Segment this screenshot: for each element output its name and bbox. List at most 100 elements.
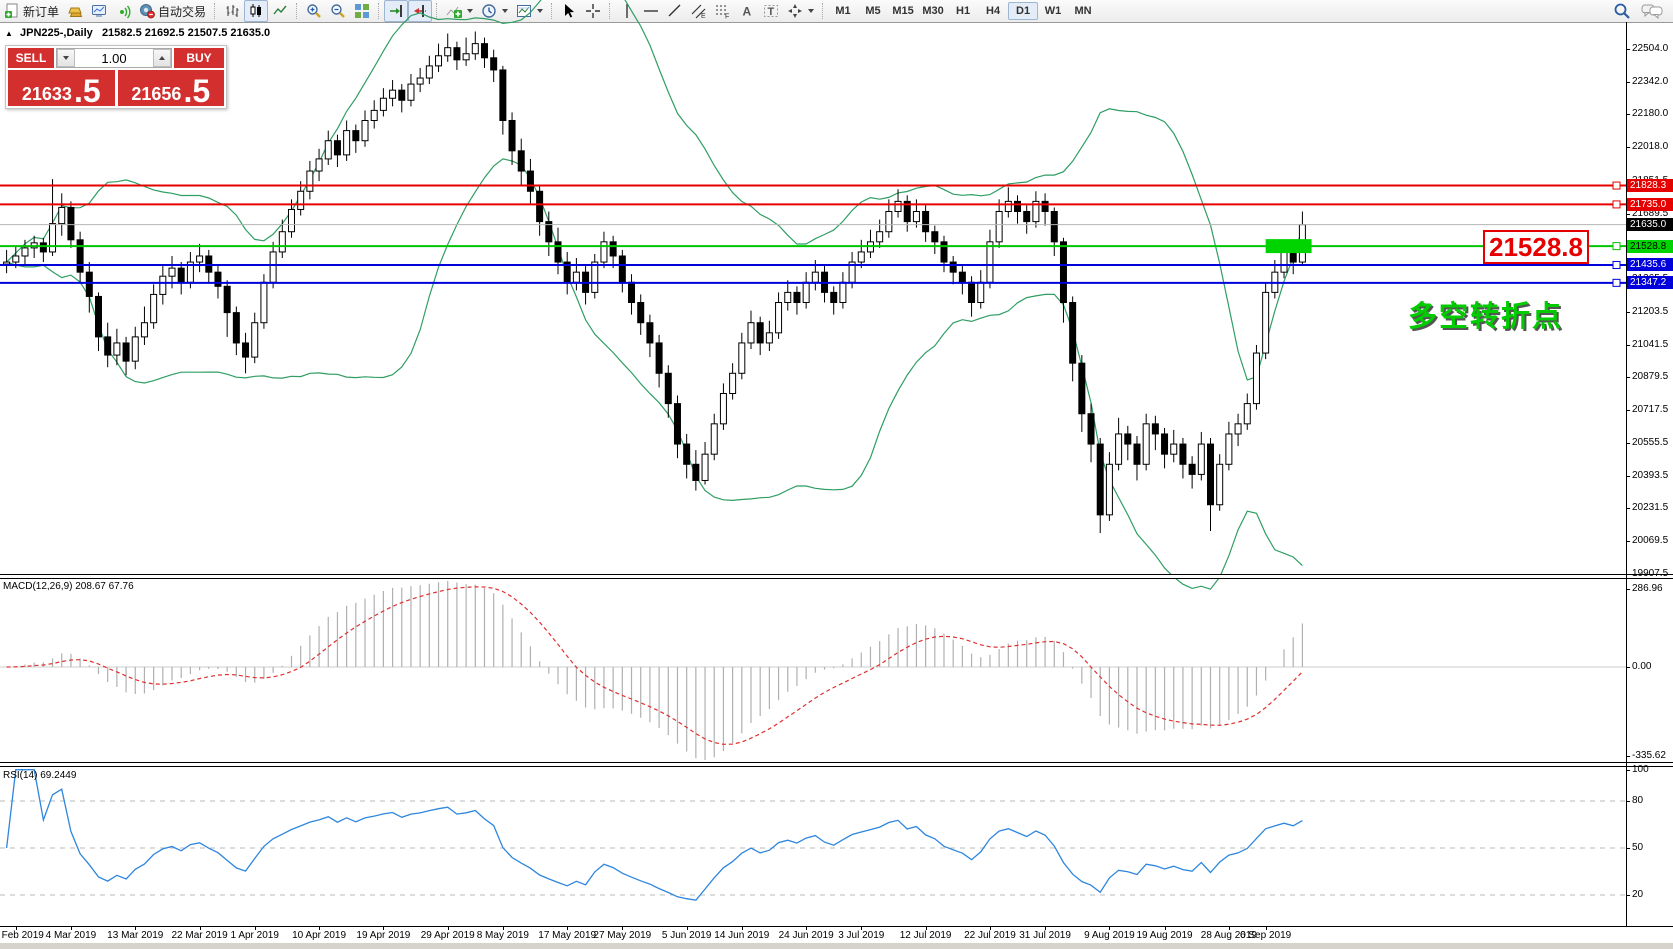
timeframe-m1[interactable]: M1 xyxy=(835,5,851,17)
volume-increase-button[interactable] xyxy=(153,49,171,67)
auto-scroll-button[interactable] xyxy=(384,0,409,22)
bar-chart-button[interactable] xyxy=(220,0,244,22)
candle-body xyxy=(343,130,351,156)
signals-button[interactable] xyxy=(111,0,135,22)
buy-button[interactable]: BUY xyxy=(174,48,224,68)
date-axis-tick xyxy=(806,926,808,930)
templates-button[interactable] xyxy=(512,0,547,22)
level-drag-handle[interactable] xyxy=(1612,278,1621,287)
volume-decrease-button[interactable] xyxy=(57,49,75,67)
candle-body xyxy=(104,336,112,356)
sell-price-display[interactable]: 21633 .5 xyxy=(8,70,115,107)
date-axis-label: 27 May 2019 xyxy=(593,930,652,941)
timeframe-h1[interactable]: H1 xyxy=(956,5,971,17)
candle-body xyxy=(315,158,323,172)
candle-body xyxy=(591,261,599,293)
candle-body xyxy=(177,267,185,283)
timeframe-h4[interactable]: H4 xyxy=(986,5,1001,17)
price-level-badge: 21528.8 xyxy=(1627,239,1673,253)
price-callout-box[interactable]: 21528.8 xyxy=(1483,230,1589,264)
cursor-button[interactable] xyxy=(557,0,581,22)
panel-separator-rsi[interactable] xyxy=(0,762,1673,767)
line-chart-button[interactable] xyxy=(268,0,292,22)
indicators-button[interactable] xyxy=(442,0,477,22)
arrows-button[interactable] xyxy=(783,0,818,22)
periods-button[interactable] xyxy=(477,0,512,22)
timeframe-w1[interactable]: W1 xyxy=(1044,5,1062,17)
timeframe-m30[interactable]: M30 xyxy=(922,5,944,17)
price-axis-tick xyxy=(1626,508,1630,510)
volume-input[interactable]: 1.00 xyxy=(101,50,127,66)
candle-body xyxy=(370,109,378,121)
candle-body xyxy=(977,281,985,303)
level-drag-handle[interactable] xyxy=(1612,260,1621,269)
date-axis-tick xyxy=(622,926,624,930)
volume-stepper: 1.00 xyxy=(56,48,172,68)
price-axis-tick-label: 22018.0 xyxy=(1632,141,1669,153)
vertical-line-button[interactable] xyxy=(615,0,639,22)
terminal-button[interactable] xyxy=(87,0,111,22)
candle-body xyxy=(1234,423,1242,435)
new-order-button[interactable]: 新订单 xyxy=(0,0,63,22)
date-axis-tick xyxy=(15,926,17,930)
price-axis-tick xyxy=(1626,81,1630,83)
crosshair-icon xyxy=(586,4,601,18)
candle-body xyxy=(609,241,617,257)
date-axis-tick xyxy=(686,926,688,930)
price-axis-tick-label: 22342.0 xyxy=(1632,75,1669,87)
text-button[interactable]: A xyxy=(735,0,759,22)
buy-price-display[interactable]: 21656 .5 xyxy=(117,70,224,107)
chat-icon[interactable] xyxy=(1641,2,1663,20)
candle-body xyxy=(287,208,295,233)
autotrading-label: 自动交易 xyxy=(158,4,207,19)
tile-windows-button[interactable] xyxy=(350,0,374,22)
equidistant-channel-button[interactable]: E xyxy=(687,0,711,22)
level-drag-handle[interactable] xyxy=(1612,242,1621,251)
crosshair-button[interactable] xyxy=(581,0,605,22)
horizontal-line-button[interactable] xyxy=(639,0,663,22)
zoom-in-button[interactable] xyxy=(302,0,326,22)
text-label-button[interactable]: T xyxy=(759,0,783,22)
rsi-axis-tick-label: 20 xyxy=(1632,889,1644,901)
signals-icon xyxy=(120,5,131,19)
candle-body xyxy=(1252,352,1260,405)
chart-shift-button[interactable] xyxy=(408,0,433,22)
candle-body xyxy=(1225,433,1233,465)
timeframe-m5[interactable]: M5 xyxy=(865,5,881,17)
level-drag-handle[interactable] xyxy=(1612,181,1621,190)
bollinger-lower-band[interactable] xyxy=(6,158,1303,590)
candle-body xyxy=(85,271,93,297)
search-icon[interactable] xyxy=(1613,2,1631,20)
candle-body xyxy=(1289,251,1297,263)
panel-separator-macd[interactable] xyxy=(0,574,1673,579)
timeframe-d1[interactable]: D1 xyxy=(1008,2,1039,20)
level-zone-highlight[interactable] xyxy=(1265,239,1312,254)
periods-dropdown-caret[interactable] xyxy=(502,9,509,13)
bottom-scroll-strip[interactable] xyxy=(0,943,1673,949)
autotrading-button[interactable]: 自动交易 xyxy=(135,0,210,22)
candlestick-chart-button[interactable] xyxy=(244,0,269,22)
trendline-button[interactable] xyxy=(663,0,687,22)
candle-body xyxy=(1142,423,1150,465)
buy-price-main: 21656 xyxy=(131,84,182,104)
toolbar-separator xyxy=(551,3,553,19)
gold-button[interactable] xyxy=(63,0,87,22)
candle-body xyxy=(729,372,737,395)
templates-dropdown-caret[interactable] xyxy=(537,9,544,13)
candle-body xyxy=(324,140,332,160)
trade-panel-toggle-icon[interactable]: ▲ xyxy=(5,29,13,38)
level-drag-handle[interactable] xyxy=(1612,200,1621,209)
zoom-out-button[interactable] xyxy=(326,0,350,22)
sell-button[interactable]: SELL xyxy=(8,48,54,68)
turning-point-text[interactable]: 多空转折点 xyxy=(1408,301,1564,333)
timeframe-m15[interactable]: M15 xyxy=(892,5,914,17)
price-axis-tick xyxy=(1626,147,1630,149)
candle-body xyxy=(462,53,470,61)
price-level-badge: 21347.2 xyxy=(1627,276,1673,290)
fibonacci-button[interactable]: F xyxy=(711,0,735,22)
timeframe-mn[interactable]: MN xyxy=(1074,5,1092,17)
indicators-dropdown-caret[interactable] xyxy=(467,9,474,13)
candle-body xyxy=(600,241,608,263)
arrows-dropdown-caret[interactable] xyxy=(808,9,815,13)
toolbar-right-group xyxy=(1613,2,1663,20)
